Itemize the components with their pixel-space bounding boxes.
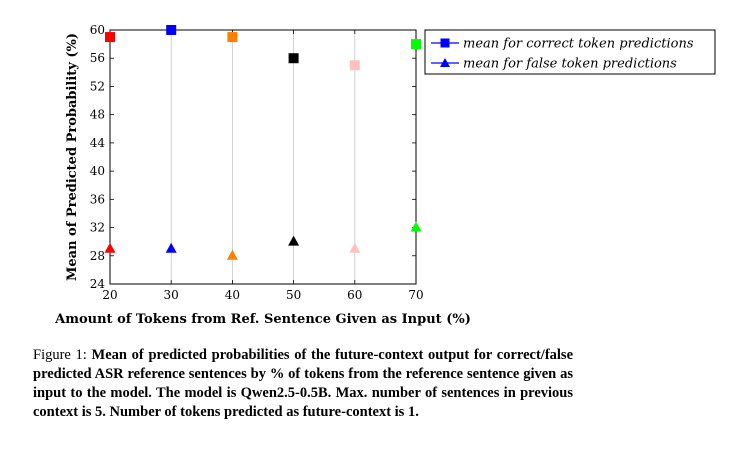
axis-ticks xyxy=(109,29,417,285)
y-tick-labels: 24 28 32 36 40 44 48 52 56 60 xyxy=(90,23,106,291)
legend-label-correct: mean for correct token predictions xyxy=(463,37,694,52)
y-tick-label: 36 xyxy=(90,192,105,206)
legend-frame xyxy=(424,29,716,75)
legend: mean for correct token predictions mean … xyxy=(424,29,716,75)
y-tick-label: 44 xyxy=(90,136,106,150)
y-tick-label: 48 xyxy=(90,108,105,122)
scatter-chart: 20 30 40 50 60 70 24 28 32 36 40 44 48 52 56 60 Mean o… xyxy=(54,23,716,327)
false-point xyxy=(226,249,238,260)
correct-point xyxy=(166,25,177,35)
caption-label: Figure 1: xyxy=(33,347,87,363)
y-tick-label: 52 xyxy=(90,79,105,93)
legend-marker-triangle xyxy=(440,58,450,67)
false-point xyxy=(410,221,422,232)
correct-point xyxy=(288,53,299,64)
x-tick-labels: 20 30 40 50 60 70 xyxy=(102,288,423,302)
y-tick-label: 56 xyxy=(90,51,105,65)
y-tick-label: 24 xyxy=(90,277,106,291)
data-points xyxy=(104,25,422,260)
y-tick-label: 32 xyxy=(90,221,105,235)
legend-marker-square xyxy=(440,38,450,48)
correct-point xyxy=(105,32,115,43)
x-tick-label: 40 xyxy=(225,288,240,302)
caption-text: Mean of predicted probabilities of the f… xyxy=(33,347,574,420)
legend-label-false: mean for false token predictions xyxy=(463,57,677,72)
correct-point xyxy=(227,32,238,43)
y-tick-label: 40 xyxy=(90,164,105,178)
correct-point xyxy=(411,39,421,50)
figure-caption: Figure 1: Mean of predicted probabilitie… xyxy=(33,346,573,422)
false-point xyxy=(165,242,177,253)
x-tick-label: 70 xyxy=(408,288,423,302)
false-point xyxy=(349,242,361,253)
y-tick-label: 60 xyxy=(90,23,105,37)
y-tick-label: 28 xyxy=(90,249,105,263)
false-point xyxy=(104,242,116,253)
correct-point xyxy=(349,60,360,71)
plot-frame xyxy=(109,29,417,285)
x-axis-label: Amount of Tokens from Ref. Sentence Give… xyxy=(54,312,471,327)
grid-lines xyxy=(109,30,417,284)
x-tick-label: 50 xyxy=(286,288,301,302)
false-point xyxy=(288,235,300,246)
y-axis-label: Mean of Predicted Probability (%) xyxy=(65,33,80,281)
x-tick-label: 30 xyxy=(164,288,179,302)
x-tick-label: 20 xyxy=(102,288,117,302)
x-tick-label: 60 xyxy=(347,288,362,302)
